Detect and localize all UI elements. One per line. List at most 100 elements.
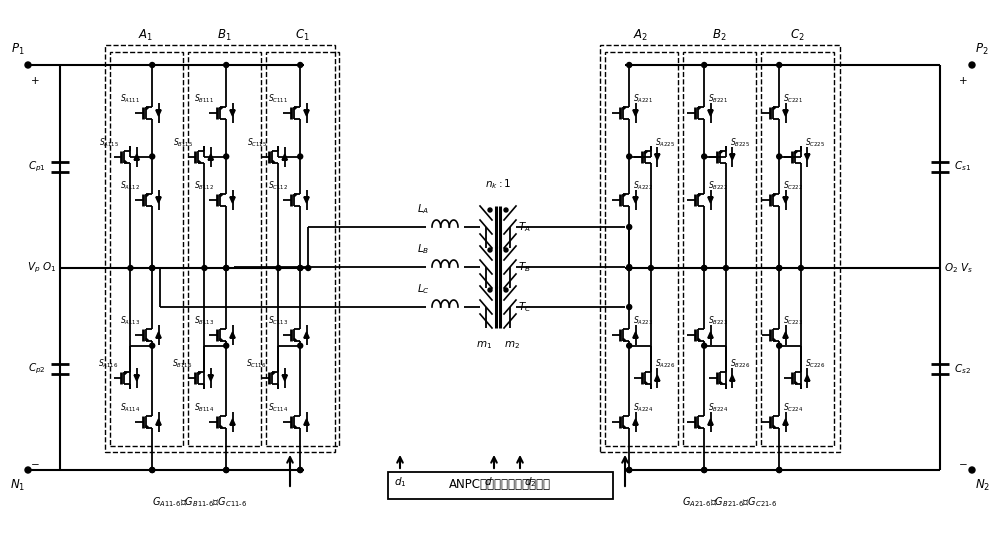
Text: $S_{B111}$: $S_{B111}$ — [194, 92, 214, 105]
Circle shape — [224, 265, 229, 271]
Text: $S_{C221}$: $S_{C221}$ — [783, 92, 803, 105]
Text: $S_{A224}$: $S_{A224}$ — [633, 401, 654, 414]
Text: $G_{A11\text{-}6}$、$G_{B11\text{-}6}$、$G_{C11\text{-}6}$: $G_{A11\text{-}6}$、$G_{B11\text{-}6}$、$G… — [152, 495, 248, 509]
Circle shape — [504, 288, 508, 292]
Bar — [683, 52, 756, 446]
Circle shape — [777, 468, 782, 472]
Polygon shape — [156, 197, 161, 203]
Polygon shape — [708, 332, 713, 338]
Polygon shape — [623, 338, 626, 341]
Polygon shape — [623, 425, 626, 427]
Polygon shape — [773, 108, 776, 110]
Circle shape — [306, 265, 311, 271]
Circle shape — [627, 225, 632, 230]
Circle shape — [777, 343, 782, 348]
Polygon shape — [146, 425, 149, 427]
Polygon shape — [220, 425, 223, 427]
Text: $S_{B221}$: $S_{B221}$ — [708, 92, 728, 105]
Circle shape — [504, 208, 508, 212]
Circle shape — [25, 62, 31, 68]
Polygon shape — [230, 110, 235, 116]
Polygon shape — [156, 110, 161, 116]
Text: $S_{A114}$: $S_{A114}$ — [120, 401, 140, 414]
Text: $+$: $+$ — [30, 75, 40, 86]
Polygon shape — [272, 372, 275, 374]
Circle shape — [224, 468, 229, 472]
Circle shape — [224, 154, 229, 159]
Polygon shape — [294, 425, 297, 427]
Text: $S_{C114}$: $S_{C114}$ — [268, 401, 288, 414]
Polygon shape — [304, 332, 309, 338]
Polygon shape — [795, 381, 798, 384]
Text: $S_{A225}$: $S_{A225}$ — [655, 136, 675, 149]
Polygon shape — [208, 154, 213, 160]
Text: $B_2$: $B_2$ — [712, 28, 726, 43]
Polygon shape — [623, 194, 626, 197]
Circle shape — [25, 467, 31, 473]
Text: $S_{B223}$: $S_{B223}$ — [708, 314, 729, 327]
Polygon shape — [795, 151, 798, 154]
Text: $S_{C222}$: $S_{C222}$ — [783, 179, 803, 192]
Circle shape — [648, 265, 653, 271]
Text: $S_{B222}$: $S_{B222}$ — [708, 179, 728, 192]
Circle shape — [723, 265, 728, 271]
Bar — [761, 52, 834, 446]
Polygon shape — [198, 160, 201, 163]
Polygon shape — [146, 194, 149, 197]
Polygon shape — [708, 419, 713, 425]
Text: $S_{C116}$: $S_{C116}$ — [246, 357, 267, 370]
Polygon shape — [282, 375, 287, 381]
Text: $S_{A113}$: $S_{A113}$ — [120, 314, 140, 327]
Text: $S_{B113}$: $S_{B113}$ — [194, 314, 214, 327]
Circle shape — [224, 265, 229, 271]
Polygon shape — [282, 154, 287, 160]
Polygon shape — [156, 419, 161, 425]
Polygon shape — [134, 154, 139, 160]
Circle shape — [224, 63, 229, 67]
Circle shape — [798, 265, 803, 271]
Text: $S_{A226}$: $S_{A226}$ — [655, 357, 675, 370]
Text: $S_{C225}$: $S_{C225}$ — [805, 136, 825, 149]
Bar — [600, 45, 840, 452]
Text: $L_B$: $L_B$ — [417, 242, 429, 256]
Circle shape — [276, 265, 281, 271]
Text: $d$: $d$ — [484, 475, 492, 487]
Text: $-$: $-$ — [30, 458, 40, 468]
Text: $S_{C115}$: $S_{C115}$ — [247, 136, 267, 149]
Circle shape — [150, 468, 155, 472]
Text: $S_{B224}$: $S_{B224}$ — [708, 401, 729, 414]
Text: $V_p$ $O_1$: $V_p$ $O_1$ — [27, 261, 56, 275]
Text: $m_2$: $m_2$ — [504, 339, 520, 351]
Bar — [188, 52, 261, 446]
Circle shape — [627, 468, 632, 472]
Polygon shape — [198, 372, 201, 374]
Text: $S_{A111}$: $S_{A111}$ — [120, 92, 140, 105]
Circle shape — [150, 265, 155, 271]
Polygon shape — [783, 332, 788, 338]
Text: $S_{A115}$: $S_{A115}$ — [99, 136, 119, 149]
Polygon shape — [294, 338, 297, 341]
Text: $A_1$: $A_1$ — [138, 28, 154, 43]
Text: $P_2$: $P_2$ — [975, 42, 989, 57]
Bar — [605, 52, 678, 446]
Text: $S_{A223}$: $S_{A223}$ — [633, 314, 654, 327]
Polygon shape — [730, 375, 735, 381]
Text: $S_{A112}$: $S_{A112}$ — [120, 179, 140, 192]
Polygon shape — [783, 197, 788, 203]
Circle shape — [627, 343, 632, 348]
Polygon shape — [698, 108, 701, 110]
Text: $S_{C226}$: $S_{C226}$ — [805, 357, 825, 370]
Polygon shape — [805, 375, 810, 381]
Polygon shape — [304, 197, 309, 203]
Text: $-$: $-$ — [958, 458, 968, 468]
Text: $S_{C111}$: $S_{C111}$ — [268, 92, 288, 105]
Bar — [266, 52, 339, 446]
Polygon shape — [698, 425, 701, 427]
Text: $O_2$ $V_s$: $O_2$ $V_s$ — [944, 261, 973, 275]
Polygon shape — [708, 110, 713, 116]
Polygon shape — [146, 108, 149, 110]
Circle shape — [298, 468, 303, 472]
Polygon shape — [720, 151, 723, 154]
Circle shape — [150, 265, 155, 271]
Polygon shape — [124, 372, 127, 374]
